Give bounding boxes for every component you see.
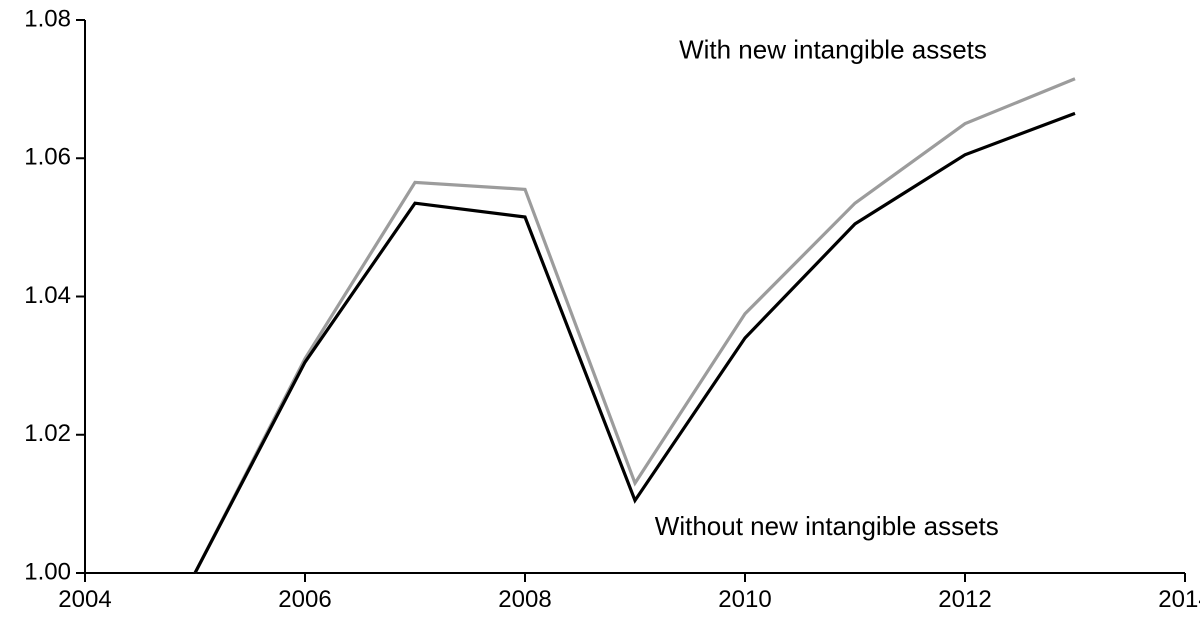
line-chart: 2004 2006 2008 2010 2012 2014 1.00 1.02 1.04 1.06… bbox=[0, 0, 1200, 635]
chart-canvas: 2004 2006 2008 2010 2012 2014 1.00 1.02 1.04 1.06… bbox=[0, 0, 1200, 635]
x-tick-label: 2014 bbox=[1158, 586, 1200, 613]
series-label-without: Without new intangible assets bbox=[655, 511, 999, 541]
y-tick-label: 1.06 bbox=[24, 144, 71, 171]
y-tick-label: 1.08 bbox=[24, 5, 71, 32]
x-tick-label: 2008 bbox=[498, 586, 551, 613]
series-label-with: With new intangible assets bbox=[679, 35, 987, 65]
y-tick-label: 1.00 bbox=[24, 558, 71, 585]
y-tick-label: 1.02 bbox=[24, 420, 71, 447]
x-tick-label: 2004 bbox=[58, 586, 111, 613]
y-tick-label: 1.04 bbox=[24, 282, 71, 309]
x-tick-label: 2012 bbox=[938, 586, 991, 613]
chart-background bbox=[0, 0, 1200, 635]
x-tick-label: 2010 bbox=[718, 586, 771, 613]
x-tick-label: 2006 bbox=[278, 586, 331, 613]
